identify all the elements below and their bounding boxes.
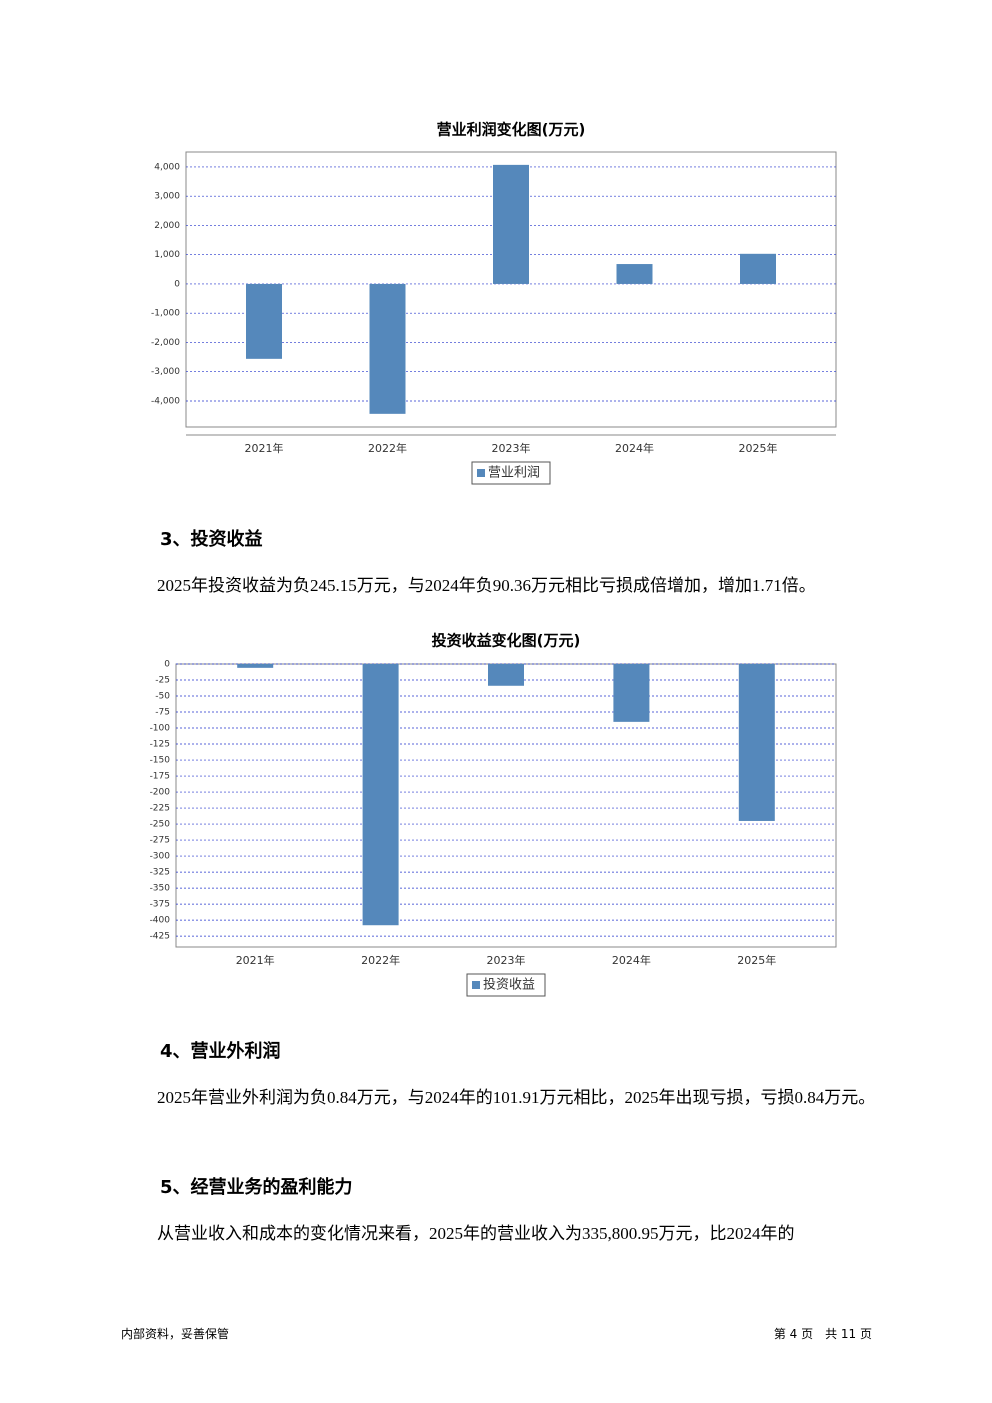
paragraph: 从营业收入和成本的变化情况来看，2025年的营业收入为335,800.95万元，… — [157, 1224, 795, 1243]
y-tick-label: -200 — [150, 788, 171, 798]
x-tick-label: 2023年 — [487, 953, 526, 967]
y-tick-label: -1,000 — [151, 309, 180, 319]
x-tick-label: 2024年 — [615, 441, 654, 455]
legend-swatch — [472, 981, 480, 989]
y-tick-label: -25 — [155, 676, 170, 686]
legend-label: 营业利润 — [488, 466, 540, 481]
x-tick-label: 2025年 — [737, 953, 776, 967]
bar — [488, 664, 524, 686]
y-tick-label: 0 — [164, 660, 170, 670]
y-tick-label: 0 — [174, 279, 180, 289]
chart-title: 投资收益变化图(万元) — [432, 632, 581, 650]
bar — [616, 264, 653, 284]
x-tick-label: 2023年 — [492, 441, 531, 455]
footer-right: 第 4 页 共 11 页 — [773, 1327, 872, 1341]
y-tick-label: -175 — [150, 772, 170, 782]
section-heading: 4、营业外利润 — [160, 1041, 281, 1062]
legend-swatch — [477, 469, 485, 477]
bar — [362, 664, 399, 926]
y-tick-label: -2,000 — [151, 338, 180, 348]
legend-label: 投资收益 — [483, 977, 535, 993]
y-tick-label: -150 — [150, 756, 171, 766]
bar — [738, 664, 775, 821]
y-tick-label: 4,000 — [154, 162, 180, 172]
x-tick-label: 2022年 — [361, 953, 400, 967]
y-tick-label: -325 — [150, 868, 170, 878]
bar — [369, 283, 406, 414]
y-tick-label: -350 — [150, 884, 171, 894]
y-tick-label: -100 — [150, 724, 171, 734]
y-tick-label: 3,000 — [154, 192, 180, 202]
y-tick-label: -275 — [150, 836, 170, 846]
plot-area — [185, 151, 837, 428]
legend-box — [471, 461, 551, 485]
legend-box — [466, 973, 546, 997]
y-tick-label: -400 — [150, 916, 171, 926]
y-tick-label: -300 — [150, 852, 171, 862]
y-tick-label: 1,000 — [154, 250, 180, 260]
bar — [740, 253, 776, 284]
bar — [246, 283, 282, 359]
y-tick-label: -4,000 — [151, 396, 180, 406]
x-tick-label: 2021年 — [236, 953, 275, 967]
plot-area — [175, 663, 837, 948]
chart-title: 营业利润变化图(万元) — [437, 121, 586, 139]
x-tick-label: 2022年 — [368, 441, 407, 455]
y-tick-label: -75 — [155, 708, 170, 718]
y-tick-label: -3,000 — [151, 367, 180, 377]
paragraph: 2025年营业外利润为负0.84万元，与2024年的101.91万元相比，202… — [157, 1088, 876, 1107]
section-heading: 5、经营业务的盈利能力 — [160, 1177, 353, 1198]
bar — [237, 664, 274, 668]
bar — [493, 164, 529, 284]
y-tick-label: -225 — [150, 804, 170, 814]
x-tick-label: 2021年 — [245, 441, 284, 455]
bar — [613, 664, 650, 722]
x-tick-label: 2024年 — [612, 953, 651, 967]
x-tick-label: 2025年 — [739, 441, 778, 455]
y-tick-label: 2,000 — [154, 221, 180, 231]
paragraph: 2025年投资收益为负245.15万元，与2024年负90.36万元相比亏损成倍… — [157, 576, 816, 595]
y-tick-label: -125 — [150, 740, 170, 750]
y-tick-label: -375 — [150, 900, 170, 910]
y-tick-label: -50 — [155, 692, 170, 702]
section-heading: 3、投资收益 — [160, 529, 263, 550]
footer-left: 内部资料，妥善保管 — [121, 1327, 230, 1341]
y-tick-label: -250 — [150, 820, 171, 830]
y-tick-label: -425 — [150, 932, 170, 942]
